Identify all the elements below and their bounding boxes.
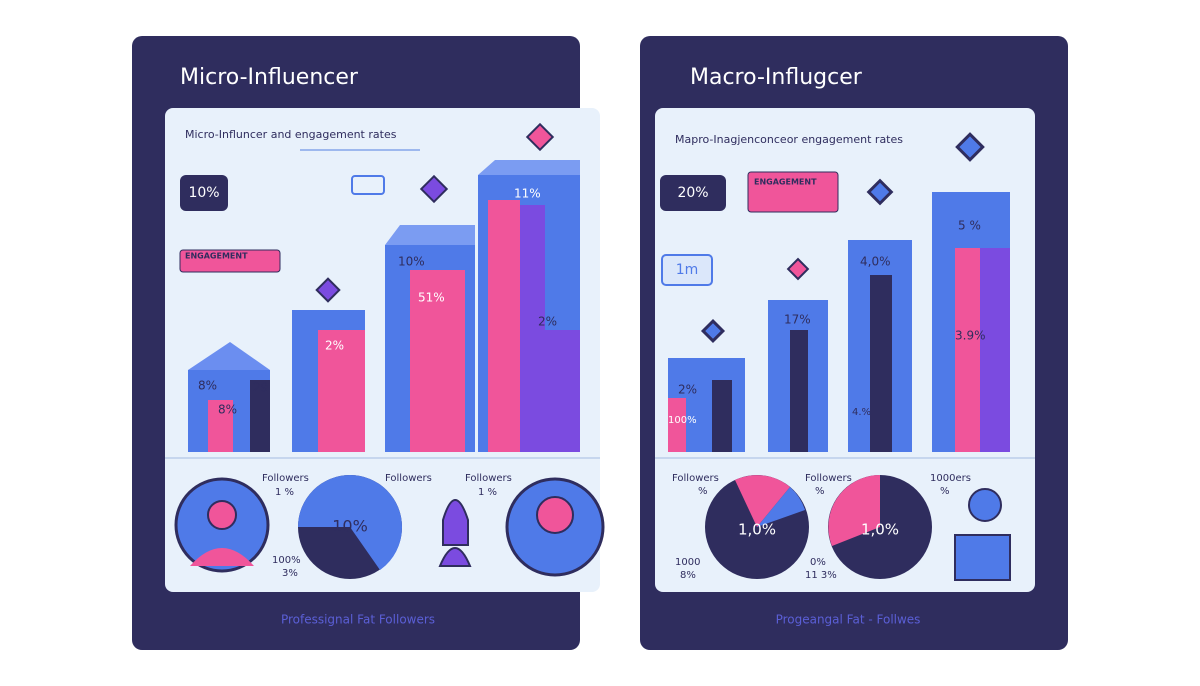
follower-label: Followers bbox=[465, 473, 512, 484]
tag-text: ENGAGEMENT bbox=[754, 178, 817, 187]
follower-label: Followers bbox=[805, 473, 852, 484]
bar-label: 8% bbox=[218, 403, 237, 417]
bar-inner bbox=[955, 248, 980, 452]
bar-inner bbox=[980, 248, 1010, 452]
bar-label: 3.9% bbox=[955, 329, 986, 343]
tag-text: ENGAGEMENT bbox=[185, 252, 248, 261]
follower-label: 1000 bbox=[675, 557, 700, 568]
follower-label: % bbox=[940, 486, 950, 497]
bar-inner bbox=[488, 200, 520, 452]
pie-label: 10% bbox=[332, 517, 368, 536]
follower-label: Followers bbox=[262, 473, 309, 484]
avatar-head bbox=[536, 496, 574, 534]
badge bbox=[661, 254, 713, 286]
bar-label: 11% bbox=[514, 187, 541, 201]
follower-label: 11 3% bbox=[805, 570, 837, 581]
pie-label: 1,0% bbox=[861, 521, 899, 539]
follower-label: % bbox=[815, 486, 825, 497]
diamond-icon bbox=[866, 178, 894, 206]
bar-label: 51% bbox=[418, 291, 445, 305]
bar-label: 29 bbox=[253, 381, 268, 395]
speech-icon bbox=[351, 175, 385, 195]
tag bbox=[747, 171, 839, 213]
tag bbox=[179, 249, 281, 273]
follower-label: 1 % bbox=[275, 487, 294, 498]
person-icon bbox=[438, 499, 472, 567]
bar-labels: 2% 100% 17% 4,0% 4.% 5 % 3.9% bbox=[668, 219, 986, 427]
badge-text: 1m bbox=[676, 262, 699, 278]
bars bbox=[668, 192, 1010, 452]
diamond-icon bbox=[955, 132, 985, 162]
bar-inner bbox=[208, 400, 233, 452]
bar-inner bbox=[712, 380, 732, 452]
pie-slice bbox=[298, 475, 350, 527]
bar-labels: 8% 29 8% 2% 10% 51% 11% 2% bbox=[198, 187, 557, 417]
bar-label: 100% bbox=[668, 415, 697, 426]
bar-top bbox=[385, 225, 475, 245]
pie-slice bbox=[757, 487, 805, 527]
person-head bbox=[968, 488, 1002, 522]
bar-inner bbox=[668, 398, 686, 452]
bar-inner bbox=[520, 205, 545, 452]
bar-label: 10% bbox=[398, 255, 425, 269]
bars bbox=[188, 160, 580, 452]
follower-labels: Followers 1 % Followers Followers 1 % 10… bbox=[262, 473, 512, 579]
footer: Progeangal Fat - Follwes bbox=[776, 613, 921, 627]
card-title: Micro-Influencer bbox=[180, 65, 359, 90]
avatar-body bbox=[190, 548, 254, 566]
diamond-icon bbox=[700, 318, 726, 344]
bar-inner bbox=[870, 275, 892, 452]
badge-text: 10% bbox=[188, 185, 219, 201]
person-body bbox=[954, 534, 1011, 581]
bar-label: 2% bbox=[678, 383, 697, 397]
diamond-icon bbox=[525, 122, 555, 152]
bar-top bbox=[188, 342, 270, 370]
pie-slice bbox=[828, 475, 880, 546]
follower-label: Followers bbox=[672, 473, 719, 484]
pie-label: 1,0% bbox=[738, 521, 776, 539]
follower-label: 3% bbox=[282, 568, 298, 579]
pie-slice bbox=[350, 475, 403, 570]
bar-label: 8% bbox=[198, 379, 217, 393]
follower-label: % bbox=[698, 486, 708, 497]
badge bbox=[180, 175, 228, 211]
diamond-icon bbox=[786, 257, 810, 281]
bar-inner bbox=[250, 380, 270, 452]
bar-label: 5 % bbox=[958, 219, 981, 233]
bar-inner bbox=[790, 330, 808, 452]
follower-label: Followers bbox=[385, 473, 432, 484]
bar-inner bbox=[410, 270, 465, 452]
bar-inner bbox=[318, 330, 365, 452]
bar-label: 17% bbox=[784, 313, 811, 327]
bar-label: 4,0% bbox=[860, 255, 891, 269]
bar-label: 4.% bbox=[852, 407, 871, 418]
badge bbox=[660, 175, 726, 211]
follower-label: 1000ers bbox=[930, 473, 971, 484]
diamond-icon bbox=[315, 277, 341, 303]
follower-label: 100% bbox=[272, 555, 301, 566]
bar-label: 2% bbox=[325, 339, 344, 353]
pie-slice bbox=[735, 475, 790, 527]
follower-label: 1 % bbox=[478, 487, 497, 498]
follower-label: 0% bbox=[810, 557, 826, 568]
avatar-head bbox=[207, 500, 237, 530]
bar-top bbox=[478, 160, 580, 175]
footer: Professignal Fat Followers bbox=[281, 613, 435, 627]
badge-text: 20% bbox=[677, 185, 708, 201]
follower-labels: Followers % Followers % 1000ers % 1000 8… bbox=[672, 473, 971, 581]
bar-inner bbox=[545, 330, 580, 452]
subtitle: Micro-Influncer and engagement rates bbox=[185, 128, 397, 141]
follower-label: 8% bbox=[680, 570, 696, 581]
card-title: Macro-Influgcer bbox=[690, 65, 863, 90]
bar-label: 2% bbox=[538, 315, 557, 329]
diamond-icon bbox=[419, 174, 449, 204]
subtitle: Mapro-Inagjenconceor engagement rates bbox=[675, 133, 903, 146]
